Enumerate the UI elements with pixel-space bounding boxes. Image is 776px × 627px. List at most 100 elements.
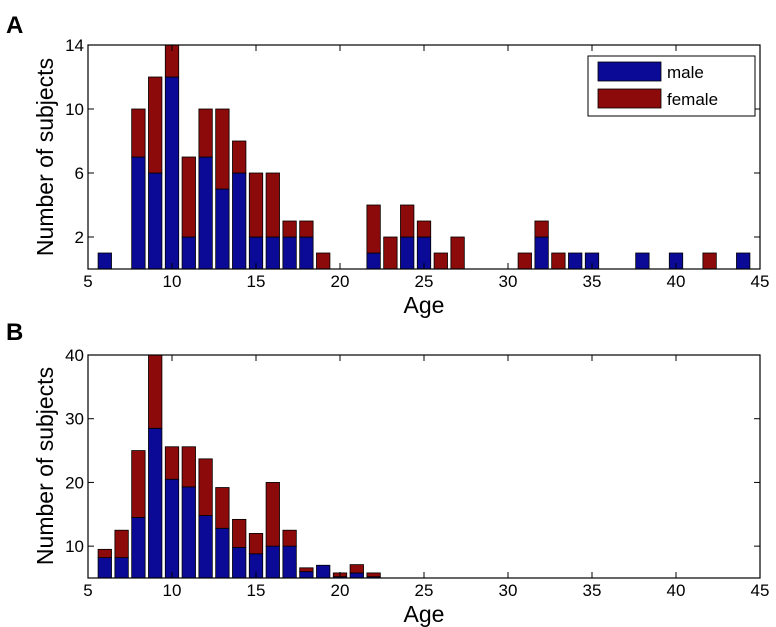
panel-a-bar-male-age-32 [534, 236, 549, 270]
x-tick-label: 15 [247, 272, 266, 291]
panel-a-bar-female-age-15 [248, 172, 264, 238]
panel-a-bar-female-age-22 [366, 204, 381, 254]
x-tick-label: 5 [83, 581, 92, 600]
panel-b-bar-female-age-21 [349, 564, 364, 574]
x-tick-label: 10 [163, 272, 182, 291]
panel-b-bar-male-age-17 [282, 545, 297, 579]
panel-a-bar-female-age-26 [433, 252, 448, 270]
panel-b-bar-female-age-10 [164, 446, 180, 480]
y-tick-label: 6 [75, 164, 84, 183]
panel-a-bar-female-age-8 [131, 108, 146, 158]
panel-a-bar-female-age-33 [551, 252, 566, 270]
x-tick-label: 10 [163, 581, 182, 600]
panel-a-letter: A [6, 12, 23, 39]
panel-a-legend: male female [587, 55, 756, 117]
panel-a-bar-female-age-16 [265, 172, 280, 238]
panel-a-bar-female-age-23 [383, 236, 398, 270]
panel-a-bar-female-age-17 [282, 220, 297, 238]
panel-a-bar-female-age-13 [215, 108, 230, 190]
panel-a-bar-female-age-12 [198, 108, 213, 158]
legend-female-label: female [667, 90, 718, 109]
panel-a-bar-female-age-18 [299, 220, 314, 238]
panel-b-bar-female-age-7 [114, 529, 129, 559]
panel-a-bar-female-age-11 [181, 156, 196, 238]
panel-b-letter: B [6, 319, 23, 346]
panel-a: A 5 10 15 20 25 30 35 40 45 2 6 10 14 Age Number of… [6, 12, 769, 318]
x-tick-label: 35 [583, 272, 602, 291]
panel-b-bar-male-age-9 [148, 427, 163, 579]
x-tick-label: 20 [331, 272, 350, 291]
x-tick-label: 45 [751, 272, 770, 291]
x-tick-label: 45 [751, 581, 770, 600]
panel-b-bar-female-age-14 [232, 518, 247, 548]
panel-b-bar-female-age-8 [131, 450, 146, 518]
panel-a-bar-male-age-12 [198, 156, 213, 270]
panel-b-bar-male-age-21 [349, 572, 364, 579]
y-tick-label: 20 [65, 473, 84, 492]
y-tick-label: 40 [65, 346, 84, 365]
panel-b-x-axis-label: Age [404, 601, 445, 627]
panel-b-bar-male-age-13 [215, 527, 230, 579]
legend-male-label: male [667, 63, 704, 82]
legend-female-swatch [597, 88, 662, 109]
panel-a-bar-male-age-14 [232, 172, 247, 270]
panel-b-bar-female-age-13 [215, 487, 230, 529]
panel-a-bar-male-age-9 [148, 172, 163, 270]
panel-a-bar-male-age-11 [181, 236, 196, 270]
panel-a-x-ticks: 5 10 15 20 25 30 35 40 45 [83, 45, 769, 291]
panel-a-bar-female-age-24 [400, 204, 415, 238]
panel-a-bar-male-age-17 [282, 236, 297, 270]
panel-a-bar-female-age-31 [517, 252, 532, 270]
panel-a-bar-male-age-16 [265, 236, 280, 270]
panel-b-y-axis-label: Number of subjects [32, 367, 58, 565]
panel-b-bar-female-age-6 [97, 548, 112, 559]
panel-a-bar-female-age-14 [232, 140, 247, 174]
panel-b-bar-male-age-10 [164, 478, 180, 579]
panel-a-x-axis-label: Age [404, 292, 445, 318]
panel-b-bar-male-age-14 [232, 547, 247, 579]
x-tick-label: 30 [499, 581, 518, 600]
panel-b-bar-male-age-11 [181, 486, 196, 579]
panel-a-bar-male-age-13 [215, 188, 230, 270]
panel-b-bar-male-age-18 [299, 571, 314, 579]
panel-b: B 5 10 15 20 25 30 35 40 45 10 20 30 40 Age Number … [6, 319, 769, 627]
panel-a-bar-male-age-22 [366, 252, 381, 270]
y-tick-label: 14 [65, 36, 84, 55]
panel-a-bar-male-age-38 [635, 252, 650, 270]
x-tick-label: 40 [667, 272, 686, 291]
y-tick-label: 10 [65, 537, 84, 556]
panel-b-bar-male-age-12 [198, 515, 213, 579]
panel-b-y-ticks: 10 20 30 40 [65, 346, 760, 556]
panel-b-bars [97, 354, 381, 579]
panel-b-bar-female-age-12 [198, 458, 213, 516]
panel-b-bar-female-age-16 [265, 482, 280, 547]
panel-b-bar-female-age-15 [248, 533, 264, 555]
x-tick-label: 35 [583, 581, 602, 600]
panel-b-bar-male-age-7 [114, 557, 129, 579]
x-tick-label: 25 [415, 581, 434, 600]
y-tick-label: 10 [65, 100, 84, 119]
panel-b-bar-female-age-9 [148, 354, 163, 429]
panel-a-bar-male-age-44 [736, 252, 751, 270]
panel-a-bar-male-age-18 [299, 236, 314, 270]
panel-b-bar-female-age-11 [181, 446, 196, 488]
panel-a-bar-female-age-32 [534, 220, 549, 238]
panel-a-y-axis-label: Number of subjects [32, 58, 58, 256]
panel-a-bar-female-age-42 [702, 252, 717, 270]
panel-a-bar-female-age-25 [416, 220, 432, 238]
panel-b-bar-male-age-19 [316, 564, 331, 579]
panel-a-bars [97, 44, 751, 270]
panel-b-bar-male-age-8 [131, 517, 146, 579]
y-tick-label: 30 [65, 410, 84, 429]
panel-b-bar-female-age-22 [366, 572, 381, 578]
panel-a-bar-male-age-24 [400, 236, 415, 270]
panel-b-x-ticks: 5 10 15 20 25 30 35 40 45 [83, 355, 769, 600]
x-tick-label: 40 [667, 581, 686, 600]
panel-b-bar-female-age-17 [282, 529, 297, 547]
panel-b-bar-female-age-18 [299, 567, 314, 573]
panel-a-bar-male-age-10 [164, 76, 180, 270]
x-tick-label: 30 [499, 272, 518, 291]
panel-a-bar-male-age-8 [131, 156, 146, 270]
panel-b-bar-male-age-16 [265, 545, 280, 579]
